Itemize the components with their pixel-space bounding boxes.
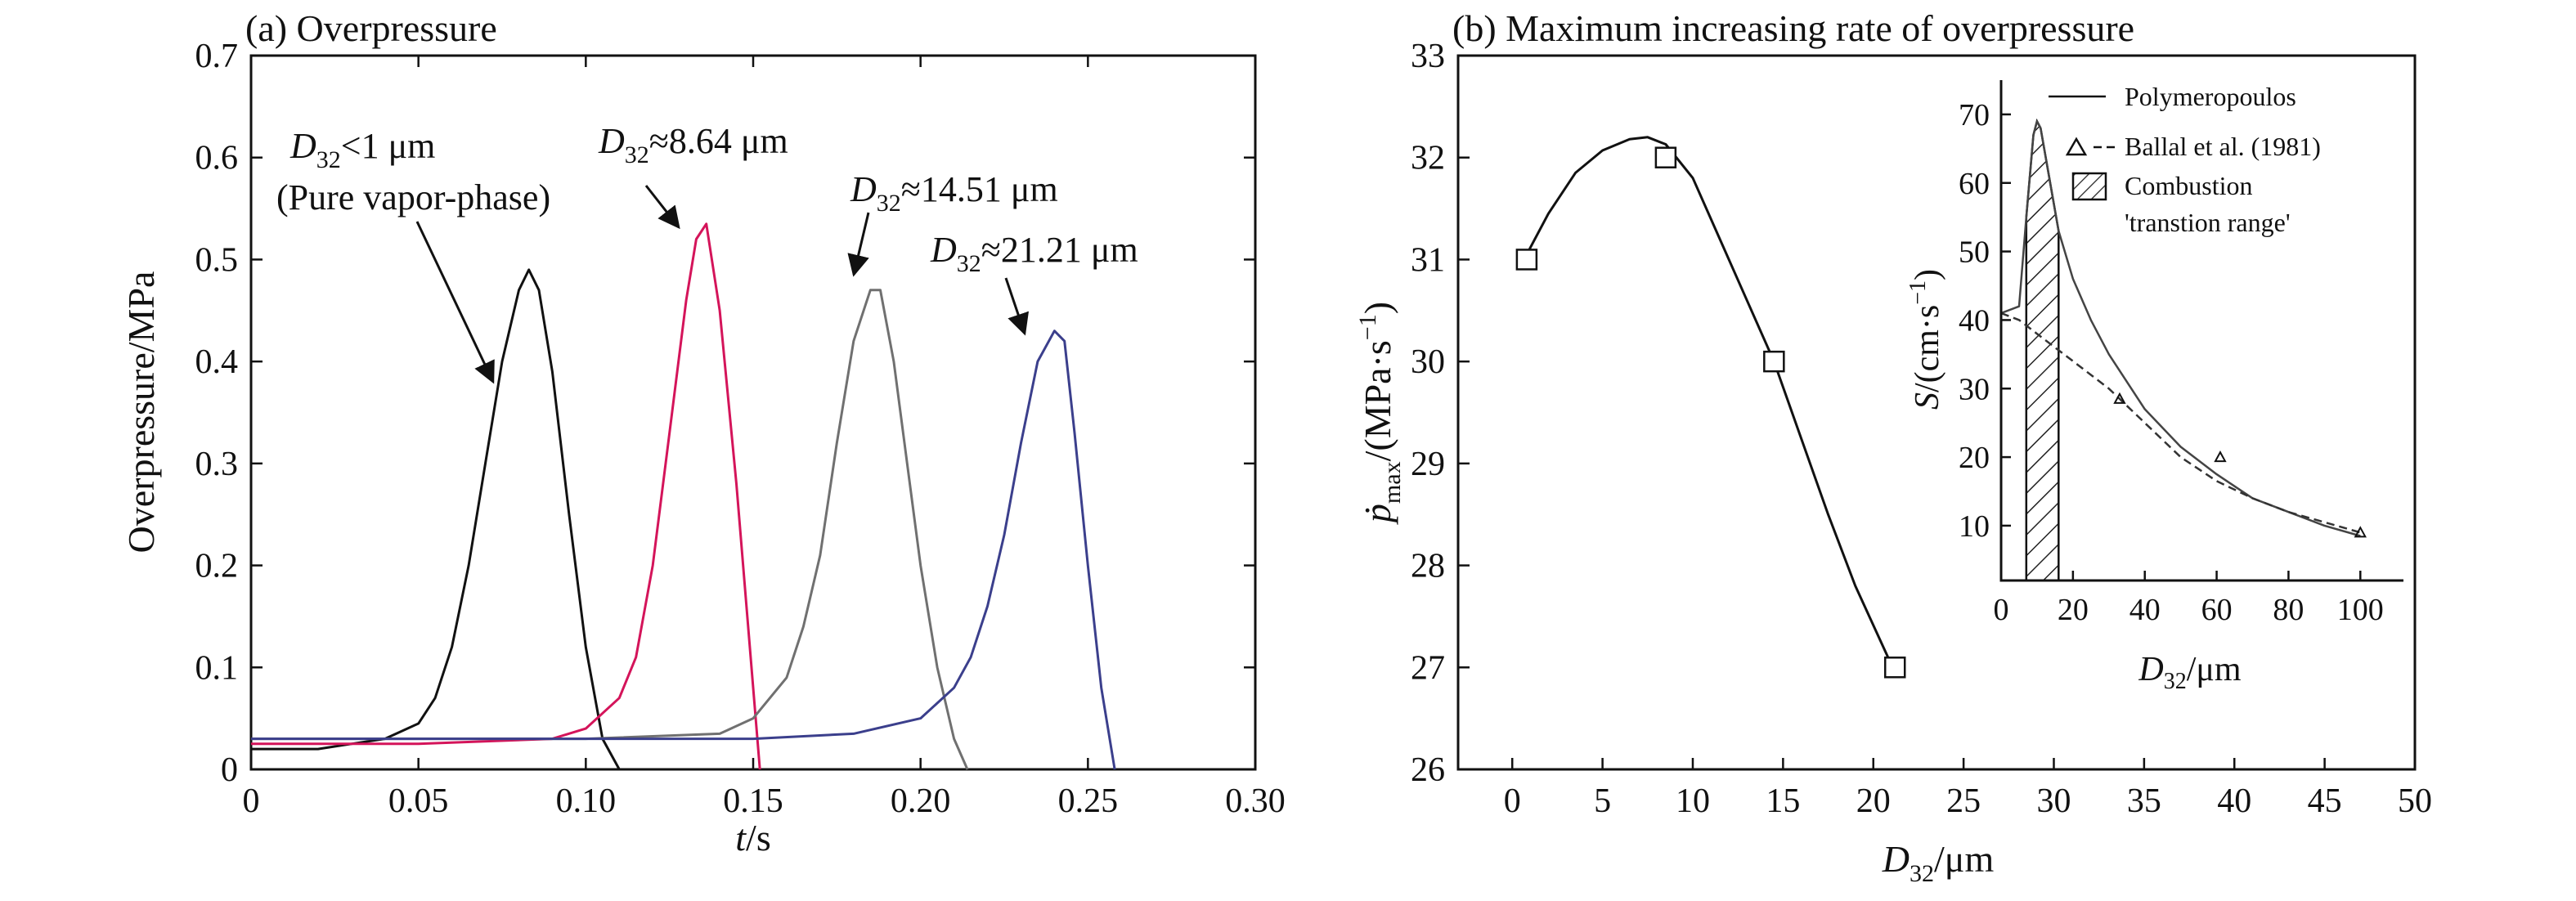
inset-x-tick-label: 100 — [2337, 593, 2384, 627]
chart-a-y-tick-label: 0 — [221, 751, 238, 789]
inset-y-tick-label: 60 — [1959, 167, 1990, 201]
chart-b-y-tick-label: 30 — [1411, 343, 1445, 381]
inset-y-tick-label: 70 — [1959, 98, 1990, 132]
chart-a-y-tick-label: 0.6 — [195, 140, 239, 177]
chart-a-x-axis-label: t/s — [735, 817, 770, 858]
chart-b-x-ticks: 0 5 10 15 20 25 30 35 40 45 50 — [1504, 758, 2432, 820]
chart-a-x-tick-label: 0.30 — [1225, 782, 1286, 820]
chart-b-x-tick-label: 45 — [2308, 782, 2342, 820]
inset-x-tick-label: 80 — [2273, 593, 2304, 627]
chart-a-y-tick-label: 0.7 — [195, 38, 239, 75]
chart-a-series — [251, 222, 1116, 770]
inset-x-tick-label: 20 — [2058, 593, 2089, 627]
inset-y-tick-label: 20 — [1959, 441, 1990, 475]
chart-a-series-line-2 — [251, 222, 761, 770]
inset-legend-label-4: 'transtion range' — [2125, 208, 2291, 237]
inset-y-ticks: 10 20 30 40 50 60 70 — [1959, 98, 2011, 544]
chart-a-series-line-3 — [251, 289, 969, 770]
chart-b-x-tick-label: 20 — [1856, 782, 1891, 820]
inset-dashed-curve — [2000, 312, 2361, 534]
chart-b-inset: 0 20 40 60 80 100 10 20 30 40 50 60 70 Polymeropoul… — [1905, 80, 2403, 694]
chart-a-x-tick-label: 0.25 — [1058, 782, 1119, 820]
inset-legend-triangle-marker — [2065, 137, 2088, 156]
chart-b-x-tick-label: 0 — [1504, 782, 1521, 820]
chart-b-x-tick-label: 40 — [2217, 782, 2251, 820]
inset-x-ticks: 0 20 40 60 80 100 — [1994, 571, 2384, 627]
chart-a-y-ticks: 0 0.1 0.2 0.3 0.4 0.5 0.6 0.7 — [195, 38, 1255, 789]
chart-b-x-tick-label: 30 — [2036, 782, 2071, 820]
inset-background — [2001, 80, 2403, 580]
chart-a-x-tick-label: 0 — [243, 782, 260, 820]
chart-a-arrow-series-2 — [644, 185, 680, 230]
chart-a-title: (a) Overpressure — [245, 7, 497, 49]
inset-y-tick-label: 40 — [1959, 303, 1990, 338]
chart-b-x-axis-label: D32/μm — [1882, 838, 1995, 887]
inset-x-tick-label: 0 — [1994, 593, 2009, 627]
chart-a-x-tick-label: 0.15 — [723, 782, 783, 820]
chart-a-y-tick-label: 0.5 — [195, 241, 239, 279]
chart-b-y-tick-label: 26 — [1411, 751, 1445, 789]
chart-b-y-axis-label: ṗmax/(MPa·s−1) — [1354, 302, 1406, 525]
inset-y-axis-label: S/(cm·s−1) — [1905, 269, 1946, 410]
chart-b-frame — [1456, 54, 2417, 771]
inset-series — [2000, 120, 2367, 538]
chart-a-y-tick-label: 0.2 — [195, 548, 239, 585]
inset-x-tick-label: 60 — [2201, 593, 2233, 627]
inset-legend-label-2: Ballal et al. (1981) — [2125, 132, 2321, 161]
chart-a-y-tick-label: 0.3 — [195, 446, 239, 483]
chart-b: (b) Maximum increasing rate of overpress… — [1354, 7, 2432, 887]
chart-b-y-tick-label: 33 — [1411, 38, 1445, 75]
chart-b-series — [1515, 136, 1906, 679]
chart-b-x-tick-label: 50 — [2398, 782, 2432, 820]
chart-b-x-tick-label: 5 — [1594, 782, 1611, 820]
chart-a-annotation-series-1-note: (Pure vapor-phase) — [276, 177, 550, 217]
inset-triangle-marker — [2354, 526, 2367, 538]
inset-legend-label-3: Combustion — [2125, 171, 2252, 200]
chart-b-y-tick-label: 31 — [1411, 241, 1445, 279]
inset-triangle-marker — [2214, 450, 2227, 463]
chart-b-x-tick-label: 15 — [1766, 782, 1800, 820]
chart-a-x-tick-label: 0.10 — [556, 782, 617, 820]
chart-a-x-ticks: 0 0.05 0.10 0.15 0.20 0.25 0.30 — [243, 56, 1286, 820]
chart-a-series-line-1 — [251, 268, 621, 770]
chart-b-y-tick-label: 32 — [1411, 140, 1445, 177]
inset-legend-label-1: Polymeropoulos — [2125, 82, 2296, 111]
chart-b-x-tick-label: 10 — [1676, 782, 1710, 820]
chart-b-title: (b) Maximum increasing rate of overpress… — [1452, 7, 2134, 49]
chart-b-y-tick-label: 27 — [1411, 649, 1445, 687]
chart-b-square-marker — [1883, 657, 1906, 679]
inset-y-tick-label: 30 — [1959, 372, 1990, 406]
chart-a-series-line-4 — [251, 329, 1116, 770]
chart-a-x-tick-label: 0.05 — [388, 782, 449, 820]
chart-a-arrow-series-4 — [1004, 277, 1030, 336]
chart-a: (a) Overpressure 0 0.05 0.10 0.15 0.20 0.25 0.… — [120, 7, 1286, 858]
inset-x-tick-label: 40 — [2129, 593, 2161, 627]
chart-a-arrow-series-1 — [415, 221, 495, 384]
chart-a-y-axis-label: Overpressure/MPa — [120, 271, 162, 554]
chart-b-y-tick-label: 28 — [1411, 548, 1445, 585]
chart-b-x-tick-label: 25 — [1946, 782, 1981, 820]
chart-b-y-ticks: 26 27 28 29 30 31 32 33 — [1411, 38, 1470, 789]
chart-a-annotation-series-3: D32≈14.51 μm — [850, 169, 1058, 217]
chart-a-y-tick-label: 0.4 — [195, 343, 239, 381]
chart-a-x-tick-label: 0.20 — [891, 782, 951, 820]
chart-a-annotation-series-2: D32≈8.64 μm — [598, 121, 788, 168]
chart-a-arrow-series-3 — [847, 212, 870, 277]
inset-x-axis-label: D32/μm — [2138, 651, 2242, 694]
inset-triangle-marker — [2113, 392, 2126, 404]
chart-b-square-marker — [1763, 350, 1785, 373]
chart-a-annotation-series-1: D32<1 μm — [289, 126, 435, 173]
chart-a-annotation-series-4: D32≈21.21 μm — [930, 230, 1138, 277]
chart-b-x-tick-label: 35 — [2127, 782, 2161, 820]
chart-b-square-marker — [1654, 146, 1677, 168]
chart-b-square-marker — [1515, 249, 1538, 271]
inset-y-tick-label: 50 — [1959, 235, 1990, 270]
chart-a-y-tick-label: 0.1 — [195, 649, 239, 687]
chart-b-fit-curve — [1525, 136, 1896, 674]
inset-legend-hatch-box — [2071, 172, 2107, 201]
inset-y-tick-label: 10 — [1959, 509, 1990, 544]
chart-b-y-tick-label: 29 — [1411, 446, 1445, 483]
